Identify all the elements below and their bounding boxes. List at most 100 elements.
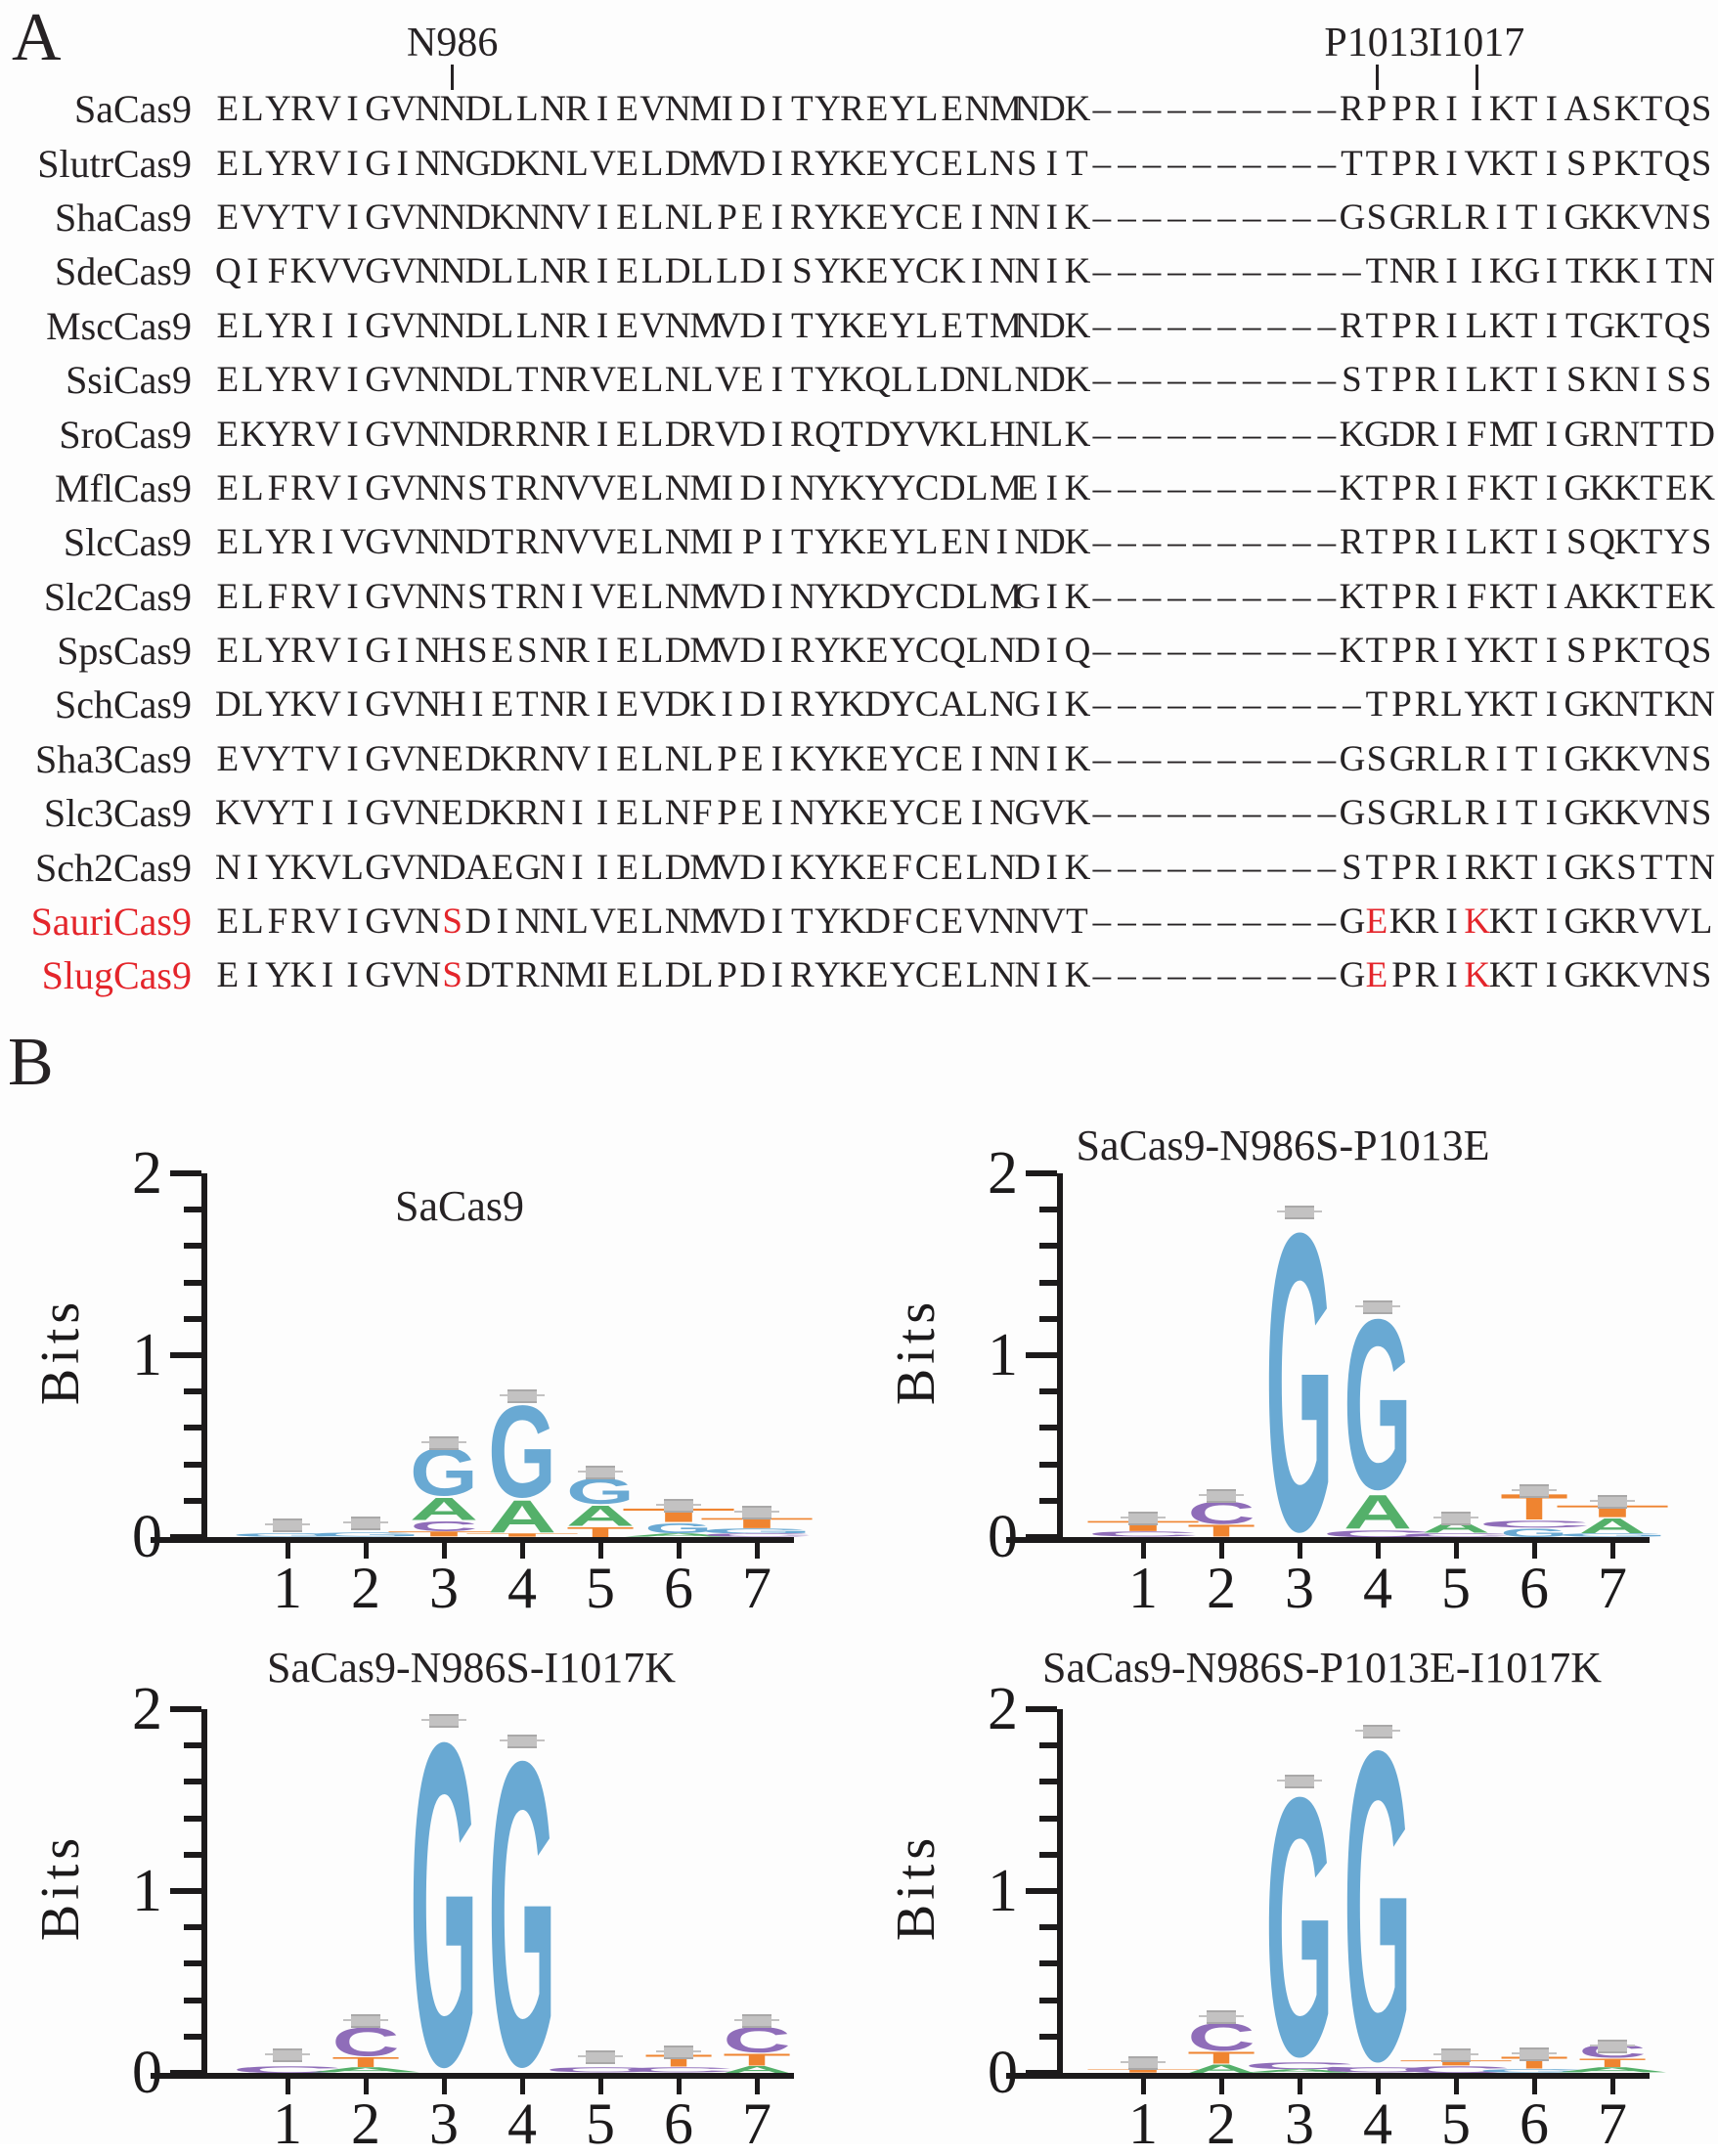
y-tick-label: 2 bbox=[988, 1676, 1018, 1742]
x-tick bbox=[1140, 1543, 1146, 1559]
y-tick bbox=[184, 1997, 201, 2003]
logo-letter-A: A bbox=[1578, 1518, 1647, 1534]
x-tick bbox=[1609, 1543, 1615, 1559]
residue-marker-label: N986 bbox=[407, 21, 499, 66]
y-tick bbox=[1026, 1170, 1057, 1176]
x-tick bbox=[1297, 2079, 1302, 2094]
logo-letter-T: T bbox=[1187, 2051, 1255, 2064]
x-tick bbox=[441, 2079, 447, 2094]
svg-text:G: G bbox=[1265, 1785, 1334, 2062]
error-bar bbox=[1363, 1299, 1392, 1314]
y-tick bbox=[184, 1425, 201, 1431]
x-tick-label: 5 bbox=[586, 1556, 615, 1620]
y-tick bbox=[1026, 1352, 1057, 1358]
error-bar bbox=[1207, 1489, 1236, 1504]
logo-letter-A: A bbox=[1242, 2069, 1357, 2073]
sequence-text: E I Y K I I G V N S D T R N M I E L D L P D I R Y K E Y C E L N N I K – – – – –… bbox=[216, 955, 1712, 996]
alignment-row: SsiCas9 E L Y R V I G V N N D L T N R V E L N L V E I T Y K Q L L D N L N… bbox=[0, 353, 1718, 407]
logo-letter-G: G bbox=[1265, 1219, 1334, 1538]
logo-letter-T: T bbox=[1085, 2069, 1201, 2073]
svg-text:A: A bbox=[1422, 1520, 1490, 1533]
sequence-name: MscCas9 bbox=[46, 303, 192, 348]
y-tick bbox=[1039, 1497, 1057, 1504]
error-bar bbox=[1285, 1206, 1314, 1220]
x-tick bbox=[519, 2079, 525, 2094]
alignment-row: SpsCas9 E L Y R V I G I N H S E S N R I E L D M V D I R Y K E Y C Q L N D… bbox=[0, 624, 1718, 678]
error-bar bbox=[507, 1734, 537, 1748]
sequence-text: E L Y R V I G V N N D L L N R I E V N M I D I T Y R E Y L E N M N D K – – – – –… bbox=[216, 89, 1712, 130]
logo-letter-C: C bbox=[230, 2066, 345, 2073]
y-tick bbox=[1039, 1815, 1057, 1822]
y-tick bbox=[1039, 1207, 1057, 1213]
panel-a-label: A bbox=[12, 0, 62, 75]
logo-letter-C: C bbox=[1476, 1520, 1592, 1527]
logo-letter-A: A bbox=[1555, 2067, 1670, 2073]
svg-text:A: A bbox=[1578, 1518, 1647, 1534]
logo-letter-T: T bbox=[723, 2053, 791, 2066]
residue-marker-tick bbox=[1475, 65, 1478, 90]
sequence-text: E L Y R V I G I N H S E S N R I E L D M V D I R Y K E Y C Q L N D I Q – – – – –… bbox=[216, 631, 1712, 672]
panel-b-label: B bbox=[8, 1025, 54, 1100]
y-tick bbox=[1039, 1997, 1057, 2003]
sequence-text: E K Y R V I G V N N D R R N R I E L D R V D I R Q T D Y V K L H N L K – – – – –… bbox=[216, 414, 1715, 455]
residue-marker-label: I1017 bbox=[1429, 21, 1525, 66]
svg-text:C: C bbox=[700, 1533, 815, 1537]
svg-text:C: C bbox=[231, 2066, 345, 2073]
svg-text:A: A bbox=[566, 1505, 635, 1526]
logo-letter-C: C bbox=[699, 1533, 815, 1537]
x-tick bbox=[1375, 1543, 1381, 1559]
alignment-row: MscCas9 E L Y R I I G V N N D L L N R I E V N M V D I T Y K E Y L E T M N… bbox=[0, 299, 1718, 353]
x-tick-label: 6 bbox=[1520, 2091, 1549, 2156]
x-tick bbox=[754, 2079, 760, 2094]
y-tick bbox=[170, 1170, 201, 1176]
alignment-row: Sha3Cas9 E V Y T V I G V N E D K R N V I E L N L P E I K Y K E Y C E I N… bbox=[0, 732, 1718, 786]
sequence-text: E L Y R V I G V N N D L T N R V E L N L V E I T Y K Q L L D N L N D K – – – – –… bbox=[216, 360, 1712, 401]
logo-letter-T: T bbox=[699, 1518, 815, 1528]
logo-letter-C: C bbox=[1187, 2022, 1255, 2051]
x-tick-label: 2 bbox=[1207, 2091, 1236, 2156]
svg-text:T: T bbox=[1085, 1520, 1200, 1531]
logo-letter-T: T bbox=[386, 1531, 502, 1537]
svg-text:A: A bbox=[308, 2067, 423, 2073]
svg-text:T: T bbox=[699, 1518, 814, 1528]
alignment-row: MflCas9 E L F R V I G V N N S T R N V V E L N M I D I N Y K Y Y C D L M E… bbox=[0, 462, 1718, 515]
error-bar bbox=[351, 1517, 380, 1531]
y-tick bbox=[184, 1243, 201, 1250]
svg-text:G: G bbox=[488, 1401, 556, 1499]
x-tick-label: 4 bbox=[507, 2091, 537, 2156]
sequence-text: D L Y K V I G V N H I E T N R I E V D K I D I R Y K D Y C A L N G I K – – – – –… bbox=[215, 684, 1715, 726]
y-tick bbox=[184, 1207, 201, 1213]
x-tick-label: 4 bbox=[1363, 2091, 1392, 2156]
y-tick bbox=[1026, 2070, 1057, 2076]
error-bar bbox=[429, 1436, 459, 1451]
sequence-name: SlutrCas9 bbox=[37, 141, 192, 186]
sequence-name: Sch2Cas9 bbox=[35, 845, 192, 890]
x-tick bbox=[285, 2079, 290, 2094]
y-tick bbox=[1039, 1243, 1057, 1250]
error-bar bbox=[429, 1714, 459, 1729]
y-tick bbox=[184, 1279, 201, 1286]
y-axis bbox=[1057, 1709, 1063, 2079]
logo-letter-G: G bbox=[230, 1533, 345, 1537]
alignment-row: SdeCas9 Q I F K V V G V N N D L L N R I E L D L L D I S Y K E Y C K I N N… bbox=[0, 244, 1718, 298]
svg-text:G: G bbox=[644, 1522, 713, 1533]
error-bar bbox=[1128, 1511, 1158, 1525]
sequence-text: E L Y R I V G V N N D T R N V V E L N M I P I T Y K E Y L E N I N D K – – – – –… bbox=[216, 522, 1712, 563]
y-tick bbox=[184, 1851, 201, 1858]
x-tick bbox=[1531, 2079, 1537, 2094]
y-tick bbox=[1039, 1461, 1057, 1468]
logo-letter-T: T bbox=[621, 1508, 736, 1522]
x-tick bbox=[363, 1543, 369, 1559]
y-tick bbox=[184, 1388, 201, 1395]
svg-text:A: A bbox=[488, 1499, 556, 1533]
svg-text:T: T bbox=[1187, 2051, 1255, 2064]
x-tick bbox=[441, 1543, 447, 1559]
svg-text:A: A bbox=[621, 1533, 736, 1537]
y-tick bbox=[184, 1924, 201, 1931]
logo-letter-C: C bbox=[1187, 1501, 1255, 1524]
logo-title: SaCas9-N986S-I1017K bbox=[267, 1644, 676, 1692]
svg-text:T: T bbox=[331, 2056, 400, 2067]
x-tick bbox=[363, 2079, 369, 2094]
x-axis bbox=[1006, 2073, 1650, 2079]
y-tick bbox=[1039, 1315, 1057, 1322]
